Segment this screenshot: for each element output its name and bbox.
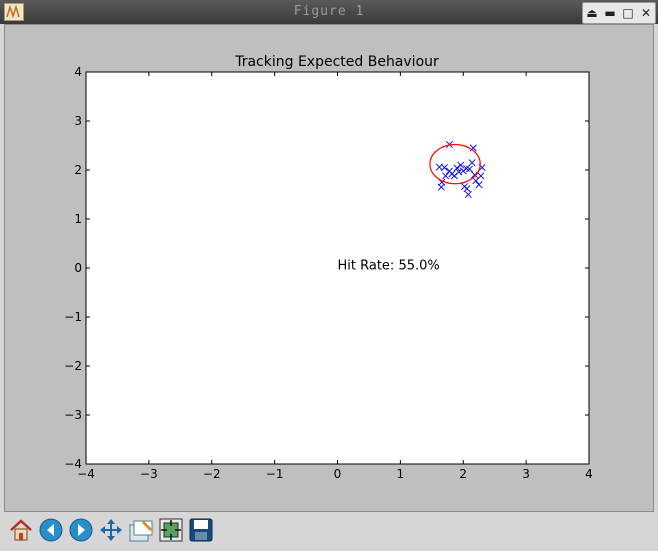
subplots-button[interactable] bbox=[157, 516, 185, 544]
data-point bbox=[471, 171, 479, 179]
y-tick-label: 2 bbox=[74, 163, 82, 177]
maximize-button[interactable]: □ bbox=[622, 6, 634, 20]
y-tick-label: −2 bbox=[64, 359, 82, 373]
data-point bbox=[466, 165, 474, 173]
zoom-icon bbox=[129, 520, 153, 542]
minimize-button[interactable]: ▬ bbox=[604, 6, 616, 20]
pan-button[interactable] bbox=[97, 516, 125, 544]
x-tick-label: −4 bbox=[77, 467, 95, 481]
data-point bbox=[464, 190, 472, 199]
data-point bbox=[440, 164, 448, 172]
y-tick-label: 3 bbox=[74, 114, 82, 128]
data-point bbox=[442, 172, 450, 180]
y-tick-label: 1 bbox=[74, 212, 82, 226]
eject-button[interactable]: ⏏ bbox=[586, 6, 598, 20]
pan-icon bbox=[100, 519, 122, 541]
data-point bbox=[463, 185, 471, 193]
x-tick-label: 1 bbox=[397, 467, 405, 481]
home-icon bbox=[10, 519, 32, 541]
data-point bbox=[469, 144, 477, 152]
data-point bbox=[459, 167, 467, 175]
forward-button[interactable] bbox=[67, 516, 95, 544]
data-point bbox=[455, 168, 463, 176]
hit-rate-annotation: Hit Rate: 55.0% bbox=[338, 259, 440, 274]
subplots-icon bbox=[159, 518, 183, 542]
x-tick-label: 2 bbox=[459, 467, 467, 481]
y-tick-label: −4 bbox=[64, 457, 82, 471]
close-button[interactable]: ✕ bbox=[640, 6, 652, 20]
data-point bbox=[457, 161, 465, 169]
window-controls: ⏏ ▬ □ ✕ bbox=[582, 2, 656, 24]
forward-icon bbox=[69, 518, 93, 542]
home-button[interactable] bbox=[7, 516, 35, 544]
x-tick-label: −3 bbox=[140, 467, 158, 481]
y-tick-label: −3 bbox=[64, 408, 82, 422]
save-button[interactable] bbox=[187, 516, 215, 544]
data-point bbox=[453, 164, 461, 172]
window-title: Figure 1 bbox=[293, 4, 365, 19]
y-tick-label: 4 bbox=[74, 65, 82, 79]
x-tick-label: 4 bbox=[585, 467, 593, 481]
x-tick-label: 0 bbox=[334, 467, 342, 481]
data-point bbox=[477, 172, 485, 180]
x-tick-label: 3 bbox=[522, 467, 530, 481]
back-button[interactable] bbox=[37, 516, 65, 544]
y-tick-label: −1 bbox=[64, 310, 82, 324]
y-tick-label: 0 bbox=[74, 261, 82, 275]
x-tick-label: −2 bbox=[203, 467, 221, 481]
axes-area bbox=[85, 71, 590, 465]
window-titlebar: Figure 1 ⏏ ▬ □ ✕ bbox=[0, 0, 658, 24]
target-ellipse bbox=[429, 143, 481, 185]
zoom-button[interactable] bbox=[127, 516, 155, 544]
navigation-toolbar bbox=[0, 512, 658, 551]
chart-title: Tracking Expected Behaviour bbox=[234, 54, 439, 70]
back-icon bbox=[39, 518, 63, 542]
data-point bbox=[475, 181, 483, 189]
save-icon bbox=[189, 518, 213, 542]
data-point bbox=[468, 159, 476, 167]
x-tick-label: −1 bbox=[266, 467, 284, 481]
figure-plot: Tracking Expected Behaviour −4 −3 −2 −1 0 1 2 3… bbox=[64, 54, 593, 481]
data-point bbox=[437, 183, 445, 191]
app-icon bbox=[4, 3, 24, 21]
